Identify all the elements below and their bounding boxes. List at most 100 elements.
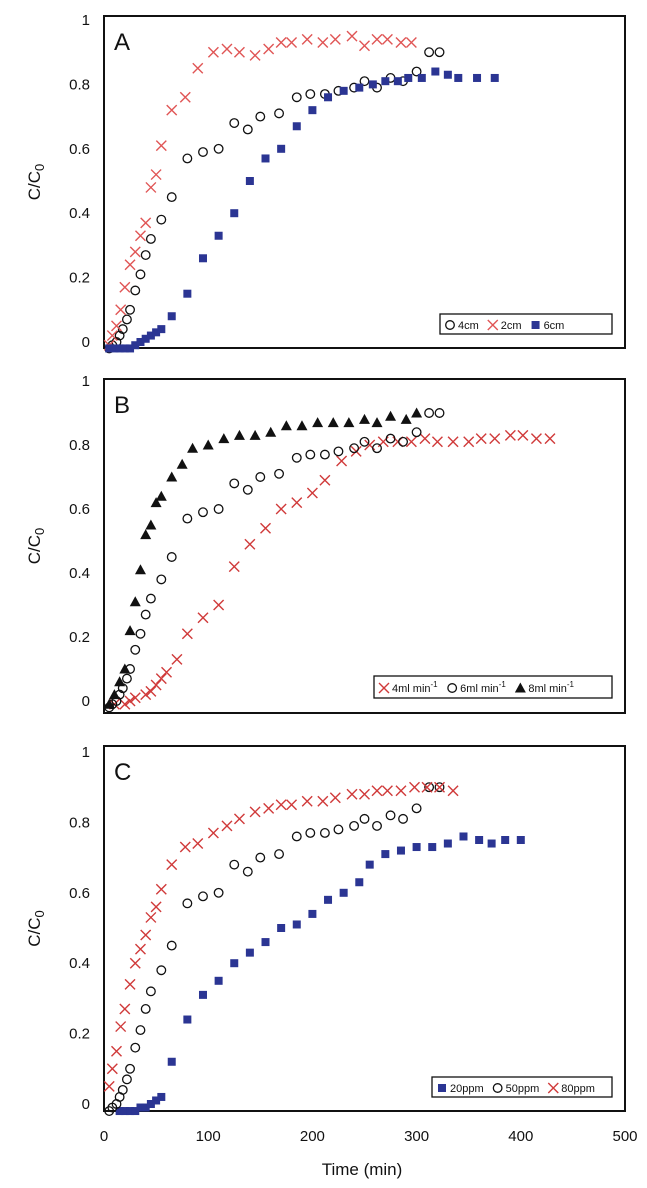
data-point <box>431 67 440 76</box>
data-point <box>245 177 254 185</box>
data-point <box>124 259 136 271</box>
data-point <box>166 859 178 871</box>
data-point <box>135 269 146 280</box>
data-point <box>434 781 446 793</box>
data-point <box>103 698 115 709</box>
data-point <box>359 788 370 800</box>
data-point <box>115 1021 127 1033</box>
legend: 4ml min-1 6ml min-1 8ml min-1 <box>373 675 613 699</box>
data-point <box>245 948 254 957</box>
data-point <box>119 698 131 710</box>
data-point <box>117 324 128 335</box>
y-tick-label: 0.4 <box>69 205 90 222</box>
data-point <box>187 442 199 453</box>
data-point <box>131 1107 140 1116</box>
data-point <box>372 820 382 831</box>
data-point <box>115 344 124 353</box>
legend-box <box>431 1076 613 1098</box>
panel-A: 0 0.2 0.4 0.6 0.8 1 C/C0 A 4cm 2cm 6cm <box>25 12 626 354</box>
data-point <box>355 878 364 887</box>
data-point <box>473 73 482 82</box>
data-point <box>179 91 191 103</box>
data-point <box>229 118 240 128</box>
data-point <box>274 849 285 860</box>
data-point <box>129 246 141 258</box>
y-tick-label: 1 <box>82 373 90 390</box>
plot-frame <box>103 15 626 349</box>
data-point <box>263 802 275 814</box>
data-point <box>277 924 286 932</box>
data-point <box>120 1107 129 1116</box>
data-point <box>517 429 529 441</box>
data-point <box>119 1003 131 1015</box>
legend-item: 4ml min-1 <box>378 680 438 695</box>
data-point <box>242 124 253 135</box>
data-point <box>141 334 150 343</box>
data-point <box>145 685 157 697</box>
plot-frame <box>103 378 626 714</box>
series-2cm <box>103 30 417 351</box>
data-point <box>213 504 224 514</box>
legend-item: 8ml min-1 <box>514 680 575 695</box>
data-point <box>176 458 188 469</box>
data-point <box>229 859 240 870</box>
data-point <box>156 965 167 976</box>
data-point <box>182 898 193 909</box>
data-point <box>393 77 402 86</box>
data-point <box>166 192 177 203</box>
data-point <box>140 929 152 941</box>
legend-label: 4cm <box>458 320 479 332</box>
legend-box <box>439 313 613 335</box>
series-6ml-min-1 <box>104 408 445 713</box>
y-tick-label: 0 <box>82 1096 90 1113</box>
data-point <box>400 413 412 424</box>
data-point <box>157 1092 166 1101</box>
data-point <box>286 37 298 49</box>
data-point <box>198 990 207 999</box>
data-point <box>424 47 435 58</box>
data-point <box>145 986 156 997</box>
legend-marker <box>447 683 458 693</box>
data-point <box>130 285 141 296</box>
data-point <box>135 628 146 639</box>
data-point <box>111 320 122 332</box>
y-tick-label: 0.4 <box>69 565 90 582</box>
data-point <box>119 281 131 293</box>
data-point <box>104 1106 115 1116</box>
x-tick-label: 400 <box>508 1128 533 1145</box>
data-point <box>412 843 421 852</box>
data-point <box>349 443 360 454</box>
data-point <box>166 104 178 116</box>
series-4cm <box>104 47 445 354</box>
data-point <box>197 612 209 624</box>
data-point <box>140 250 151 261</box>
legend-marker <box>547 1082 559 1094</box>
panel-C: 0 0.2 0.4 0.6 0.8 1 0 100 200 300 400 500 C/C0 C 20ppm… <box>25 744 638 1145</box>
y-tick-label: 0 <box>82 334 90 351</box>
plot-frame <box>103 745 626 1112</box>
data-point <box>156 214 167 225</box>
data-point <box>202 439 214 450</box>
data-point <box>381 785 393 797</box>
data-point <box>255 852 266 863</box>
data-point <box>343 417 355 428</box>
data-point <box>121 673 132 684</box>
data-point <box>409 781 421 793</box>
data-point <box>110 344 119 353</box>
data-point <box>301 33 313 45</box>
data-point <box>277 144 286 153</box>
data-point <box>214 231 223 240</box>
data-point <box>129 957 141 969</box>
y-tick-label: 0.6 <box>69 501 90 518</box>
x-axis-label: Time (min) <box>322 1160 403 1179</box>
panel-label: B <box>114 392 130 419</box>
data-point <box>126 344 135 353</box>
data-point <box>411 803 422 814</box>
data-point <box>145 911 157 923</box>
data-point <box>161 666 173 678</box>
legend-label: 8ml min-1 <box>528 680 574 695</box>
data-point <box>103 1080 115 1092</box>
data-point <box>359 40 370 52</box>
data-point <box>145 234 156 244</box>
